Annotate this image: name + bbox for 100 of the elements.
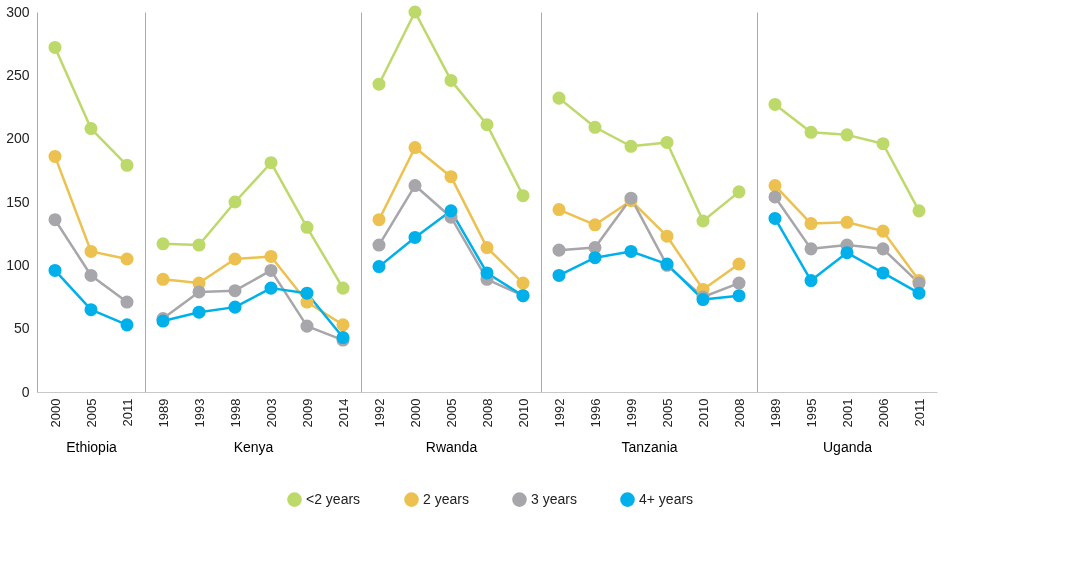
point [876,242,890,256]
point [444,204,458,218]
x-axis-title: Ethiopia [66,439,118,456]
x-tick-label: 2000 [47,398,63,428]
point [876,137,890,151]
x-tick-label: 2000 [407,398,423,428]
y-tick-label: 50 [13,320,30,337]
point [588,218,602,232]
point [408,230,422,244]
point [804,274,818,288]
point [660,229,674,243]
point [300,286,314,300]
point [48,213,62,227]
point [264,249,278,263]
point [372,260,386,274]
x-tick-label: 2009 [299,398,315,428]
legend-label: 4+ years [639,490,694,507]
x-axis-title: Tanzania [621,439,678,456]
point [732,289,746,303]
point [84,244,98,258]
x-axis-title: Kenya [233,439,274,456]
x-tick-label: 2011 [911,398,927,427]
point [264,156,278,170]
legend-label: 3 years [531,490,577,507]
x-tick-label: 1992 [551,398,567,428]
point [480,266,494,280]
y-tick-label: 200 [6,130,30,147]
point [840,215,854,229]
point [660,135,674,149]
x-tick-label: 2005 [659,398,675,428]
x-tick-label: 1998 [227,398,243,428]
point [408,179,422,193]
point [228,195,242,209]
point [84,122,98,136]
y-tick-label: 100 [6,256,30,273]
x-tick-label: 2005 [83,398,99,428]
point [48,40,62,54]
point [840,128,854,142]
x-tick-label: 2005 [443,398,459,428]
point [336,281,350,295]
x-axis-title: Rwanda [425,439,478,456]
y-tick-label: 0 [21,383,30,400]
point [84,268,98,282]
point [804,242,818,256]
x-axis-title: Uganda [822,439,873,456]
point [408,141,422,155]
point [336,318,350,332]
point [228,300,242,314]
y-tick-label: 250 [6,66,30,83]
y-tick-label: 150 [6,193,30,210]
point [156,237,170,251]
point [876,224,890,238]
point [624,244,638,258]
x-tick-label: 2008 [479,398,495,428]
point [768,179,782,193]
point [372,238,386,252]
x-tick-label: 2010 [695,398,711,428]
point [120,252,134,266]
x-tick-label: 1993 [191,398,207,428]
point [300,220,314,234]
point [804,125,818,139]
x-tick-label: 2011 [119,398,135,427]
point [120,295,134,309]
point [912,286,926,300]
point [732,257,746,271]
x-tick-label: 2003 [263,398,279,428]
point [264,281,278,295]
point [192,285,206,299]
point [48,149,62,163]
point [768,97,782,111]
point [588,251,602,265]
point [552,268,566,282]
legend-label: <2 years [306,490,361,507]
point [732,276,746,290]
point [192,238,206,252]
point [552,91,566,105]
point [768,211,782,225]
point [768,190,782,204]
x-tick-label: 2001 [839,398,855,428]
point [552,203,566,217]
point [696,214,710,228]
point [120,318,134,332]
x-tick-label: 1999 [623,398,639,428]
x-tick-label: 1995 [803,398,819,428]
point [48,263,62,277]
x-tick-label: 2010 [515,398,531,428]
point [444,170,458,184]
x-tick-label: 2006 [875,398,891,428]
point [228,284,242,298]
point [372,77,386,91]
point [552,243,566,257]
point [804,217,818,231]
point [120,158,134,172]
point [516,276,530,290]
x-tick-label: 2008 [731,398,747,428]
point [732,185,746,199]
y-tick-label: 300 [6,3,30,20]
point [876,266,890,280]
point [264,263,278,277]
point [228,252,242,266]
